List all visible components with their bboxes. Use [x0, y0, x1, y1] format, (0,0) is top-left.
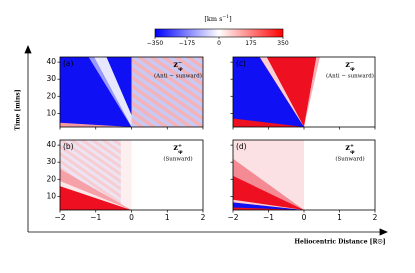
y-tick-label: 40 [46, 57, 56, 66]
y-tick-label: 10 [46, 191, 56, 200]
x-tick-label: 2 [201, 213, 206, 222]
panel-label: (c) [236, 59, 246, 68]
y-tick-label: 40 [46, 140, 56, 149]
y-tick-label: 30 [46, 74, 56, 83]
colorbar-label-sup: −1 [222, 14, 229, 20]
panel-title-sub: φ [178, 149, 183, 155]
x-tick-label: 0 [302, 213, 307, 222]
heatmap-region [88, 57, 132, 127]
heatmap-region [233, 199, 304, 210]
heatmap [233, 57, 320, 127]
panel-subtitle: (Sunward) [335, 156, 364, 163]
panel-subtitle: (Anti − sunward) [326, 73, 374, 80]
panel-label: (d) [236, 142, 247, 151]
panel-label: (b) [63, 142, 74, 151]
panel-title-sub: φ [350, 66, 355, 72]
heatmap [233, 140, 304, 210]
panel-title: z− φ [345, 59, 355, 72]
x-tick-label: −2 [54, 213, 65, 222]
panel-title-sub: φ [178, 66, 183, 72]
heatmap [60, 57, 203, 127]
y-tick-label: 10 [46, 108, 56, 117]
panel-subtitle: (Anti − sunward) [154, 73, 202, 80]
panel: −2 −1 0 1 2 (d) z+ φ(Sunward) [227, 139, 378, 222]
panel-title-main: z [173, 59, 178, 69]
colorbar-tick-label: 175 [245, 40, 257, 47]
y-tick-label: 30 [46, 157, 56, 166]
panel-label: (a) [63, 59, 74, 68]
heatmap-region [233, 175, 304, 210]
panel: (c) z− φ(Anti − sunward) [230, 56, 376, 130]
x-tick-label: −1 [90, 213, 101, 222]
x-tick-label: −1 [263, 213, 274, 222]
heatmap-region [60, 180, 132, 210]
heatmap-region [259, 57, 304, 127]
panel-title-main: z [345, 59, 350, 69]
panel-title-sup: − [178, 60, 182, 66]
y-tick-label: 20 [46, 91, 56, 100]
colorbar-tick-label: 0 [217, 40, 221, 47]
panel-title: z+ φ [173, 142, 183, 155]
panel-title-main: z [173, 142, 178, 152]
colorbar [154, 28, 284, 38]
panel-title-sub: φ [350, 149, 355, 155]
colorbar-label: [km s−1] [204, 14, 231, 23]
outer-axes [24, 44, 389, 236]
panel-title-sup: + [350, 143, 354, 149]
colorbar-label-end: ] [229, 15, 232, 23]
heatmap-region [93, 57, 132, 127]
panel-title-sup: − [350, 60, 354, 66]
x-axis-label: Heliocentric Distance [R☉] [294, 239, 385, 246]
heatmap-region [304, 57, 320, 127]
x-tick-label: −2 [227, 213, 238, 222]
heatmap-region [120, 140, 132, 210]
x-tick-label: 2 [373, 213, 378, 222]
panel: −2 −1 0 1 2 10 20 30 40 (b) z+ φ(Sunward) [46, 139, 206, 222]
panel-title: z− φ [173, 59, 183, 72]
heatmap-region [60, 122, 132, 127]
colorbar-tick-label: −350 [147, 40, 164, 47]
x-tick-label: 0 [129, 213, 134, 222]
colorbar-tick-label: −175 [179, 40, 196, 47]
x-tick-label: 1 [165, 213, 170, 222]
panel-subtitle: (Sunward) [163, 156, 192, 163]
y-axis-label: Time [mins] [15, 89, 22, 130]
panel: 10 20 30 40 (a) z− φ(Anti − sunward) [46, 56, 204, 130]
panel-title: z+ φ [345, 142, 355, 155]
panel-title-main: z [345, 142, 350, 152]
heatmap-region [233, 57, 304, 127]
panel-title-sup: + [178, 143, 182, 149]
heatmap [60, 140, 132, 210]
heatmap-region [131, 57, 203, 127]
colorbar-tick-label: 350 [277, 40, 289, 47]
x-tick-label: 1 [337, 213, 342, 222]
y-tick-label: 20 [46, 174, 56, 183]
colorbar-label-text: [km s [204, 15, 222, 23]
